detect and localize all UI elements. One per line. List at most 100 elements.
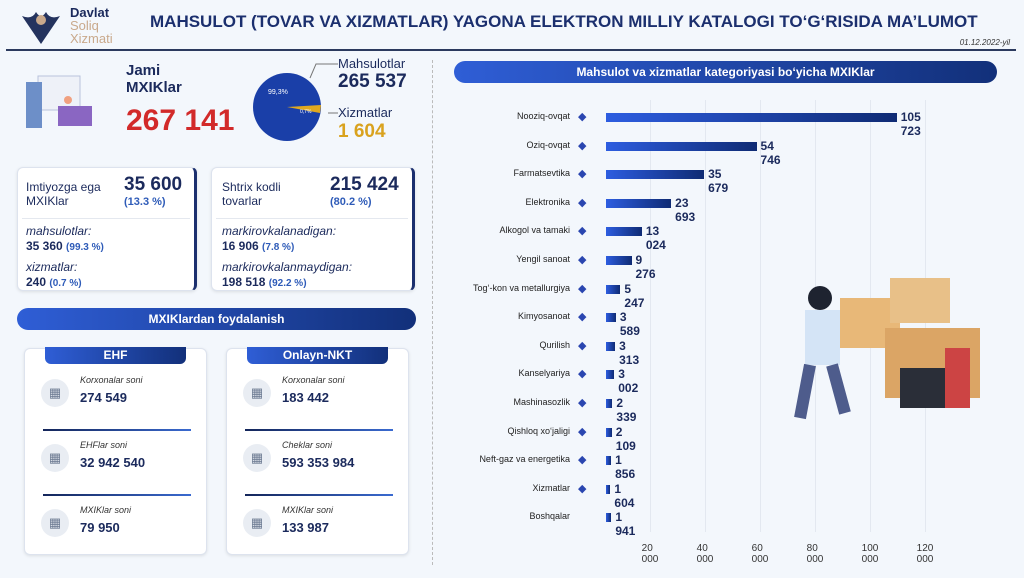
pie-leader-lines	[309, 63, 338, 114]
usage-ehf-panel: EHF ▦ Korxonalar soni 274 549 ▦ EHFlar son…	[24, 347, 207, 555]
category-icon: ◆	[578, 339, 587, 352]
category-icon: ◆	[578, 311, 587, 324]
category-label: Mashinasozlik	[513, 397, 570, 407]
category-label: Qishloq xo‘jaligi	[507, 425, 570, 436]
bar	[606, 341, 616, 351]
x-tick-label: 120 000	[916, 543, 934, 565]
pie-chart: 99,3% 0,7%	[253, 73, 321, 141]
usage-ehf-item-label: EHFlar soni	[80, 440, 128, 450]
shtrix-sub1-label: markirovkalanadigan:	[222, 224, 337, 238]
bar	[606, 256, 632, 265]
bar	[606, 170, 705, 180]
imtiyoz-value: 35 600	[124, 174, 183, 195]
shtrix-sub2-label: markirovkalanmaydigan:	[222, 260, 353, 274]
receipt-icon: ▦	[243, 444, 271, 472]
category-label: Kanselyariya	[518, 368, 570, 379]
bar	[606, 456, 612, 466]
category-label: Nooziq-ovqat	[516, 111, 570, 121]
category-label: Qurilish	[539, 339, 570, 350]
chart-title: Mahsulot va xizmatlar kategoriyasi bo‘yi…	[454, 61, 997, 83]
category-label: Boshqalar	[529, 511, 570, 522]
package-icon: ▦	[41, 444, 69, 472]
category-icon: ◆	[578, 196, 587, 209]
usage-ehf-item-label: Korxonalar soni	[80, 375, 143, 385]
imtiyoz-sub1-pct: (99.3 %)	[66, 242, 104, 253]
usage-nkt-item-value: 183 442	[282, 390, 329, 405]
category-icon: ◆	[578, 454, 587, 467]
services-value: 1 604	[338, 121, 386, 142]
category-icon: ◆	[578, 111, 587, 123]
pie-label-products: 99,3%	[268, 89, 288, 96]
products-label: Mahsulotlar	[338, 56, 406, 71]
bar-value-label: 1 604	[614, 481, 635, 510]
category-icon: ◆	[578, 168, 587, 181]
bar	[606, 427, 612, 437]
category-icon: ◆	[578, 254, 587, 266]
imtiyoz-card: Imtiyozga ega MXIKlar 35 600 (13.3 %) mah…	[17, 167, 197, 291]
shtrix-pct: (80.2 %)	[330, 196, 372, 208]
shtrix-sub1-value: 16 906	[222, 239, 259, 253]
separator	[245, 494, 393, 496]
category-label: Xizmatlar	[532, 482, 570, 493]
shtrix-value: 215 424	[330, 174, 399, 195]
category-label: Neft-gaz va energetika	[479, 454, 570, 465]
usage-nkt-item-value: 133 987	[282, 520, 329, 535]
servers-illustration	[18, 72, 98, 134]
category-label: Tog‘-kon va metallurgiya	[472, 282, 570, 293]
bar	[606, 284, 621, 294]
column-divider	[432, 60, 433, 565]
category-label: Kimyosanoat	[517, 311, 570, 322]
category-icon: ◆	[578, 425, 587, 438]
imtiyoz-sub2-value: 240	[26, 275, 47, 289]
ehf-icon: ▦	[41, 509, 69, 537]
bar	[606, 227, 642, 237]
bar-value-label: 3 313	[619, 338, 640, 367]
bar-value-label: 2 339	[616, 396, 637, 424]
usage-title: MXIKlardan foydalanish	[17, 308, 416, 330]
gridline	[650, 100, 651, 532]
bar	[606, 313, 616, 323]
page-title: MAHSULOT (TOVAR VA XIZMATLAR) YAGONA ELE…	[150, 12, 978, 31]
pie-label-services: 0,7%	[300, 109, 312, 115]
shtrix-sub2-pct: (92.2 %)	[268, 278, 307, 289]
separator	[245, 429, 393, 431]
bar	[606, 399, 613, 408]
category-label: Oziq-ovqat	[526, 139, 570, 150]
usage-nkt-item-label: Cheklar soni	[282, 440, 333, 450]
category-label: Alkogol va tamaki	[499, 225, 570, 236]
category-icon: ◆	[578, 368, 587, 381]
usage-ehf-item-label: MXIKlar soni	[80, 505, 132, 515]
bar-value-label: 105 723	[900, 110, 921, 138]
usage-nkt-panel: Onlayn-NKT ▦ Korxonalar soni 183 442 ▦ Che…	[226, 347, 409, 555]
bar-value-label: 35 679	[708, 167, 729, 196]
imtiyoz-sub2-label: xizmatlar:	[26, 260, 78, 274]
gridline	[705, 100, 706, 532]
bar-value-label: 54 746	[760, 138, 781, 167]
bar-value-label: 5 247	[624, 281, 645, 310]
category-label: Farmatsevtika	[513, 168, 570, 179]
shtrix-label: Shtrix kodli tovarlar	[222, 180, 281, 208]
x-tick-label: 80 000	[806, 543, 824, 565]
imtiyoz-sub1-value: 35 360	[26, 239, 63, 253]
bar-value-label: 2 109	[615, 424, 636, 453]
products-value: 265 537	[338, 71, 407, 92]
bar-value-label: 3 002	[618, 367, 639, 396]
x-tick-label: 60 000	[751, 543, 769, 565]
x-tick-label: 100 000	[861, 543, 879, 565]
bar-value-label: 1 941	[615, 510, 636, 539]
usage-ehf-item-value: 274 549	[80, 390, 127, 405]
shtrix-sub1-pct: (7.8 %)	[262, 242, 295, 253]
building-icon: ▦	[243, 379, 271, 407]
usage-nkt-item-label: MXIKlar soni	[282, 505, 334, 515]
boxes-icon: ▦	[41, 379, 69, 407]
logo-text: Davlat Soliq Xizmati	[70, 5, 113, 46]
bar	[606, 370, 615, 380]
total-value: 267 141	[126, 104, 235, 137]
bar-value-label: 9 276	[635, 253, 656, 281]
bar-value-label: 23 693	[675, 195, 696, 224]
x-tick-label: 20 000	[641, 543, 659, 565]
category-icon: ◆	[578, 482, 587, 495]
gridline	[760, 100, 761, 532]
usage-ehf-title: EHF	[45, 347, 186, 364]
shtrix-card: Shtrix kodli tovarlar 215 424 (80.2 %) ma…	[211, 167, 415, 291]
